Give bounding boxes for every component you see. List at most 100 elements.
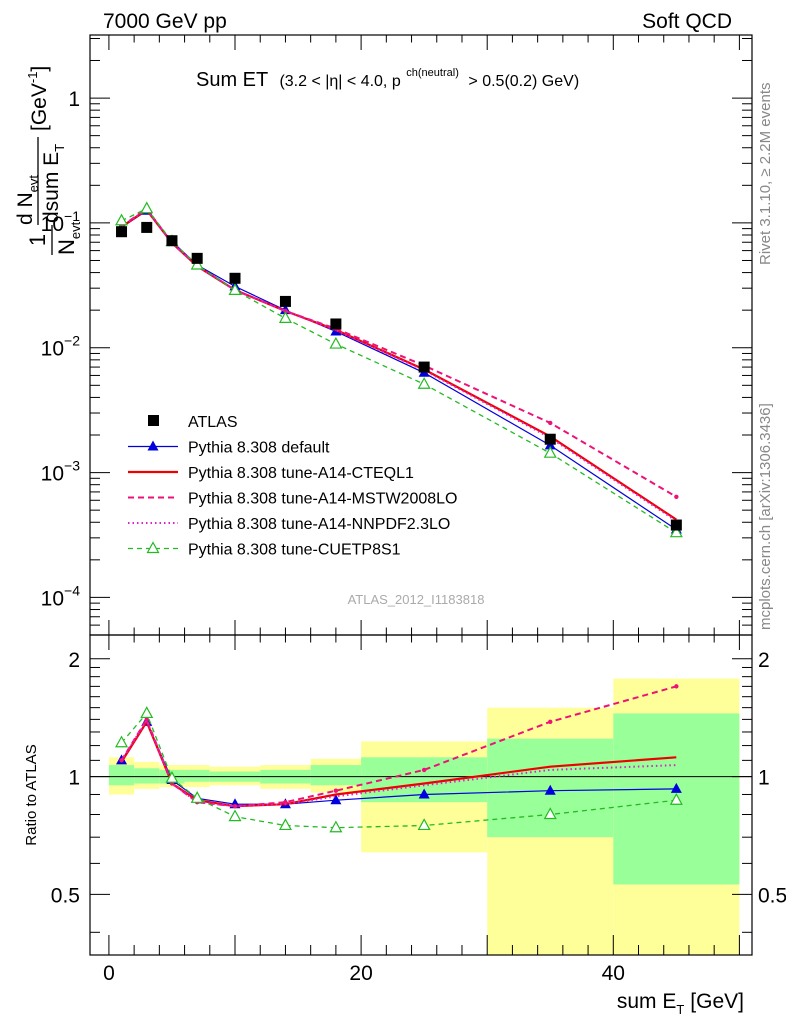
series-line-cuetp8s1-ratio <box>121 712 677 829</box>
marker-cuetp8s1-main <box>417 377 431 389</box>
ratio-frame <box>89 634 753 956</box>
marker-cuetp8s1-ratio <box>165 771 179 783</box>
x-tick-label: 20 <box>349 962 372 985</box>
data-point <box>191 252 203 264</box>
marker-mstw-ratio <box>333 788 339 793</box>
marker-cuetp8s1-main <box>228 283 242 295</box>
y-tick-label: 10−1 <box>41 208 81 236</box>
legend-label: Pythia 8.308 tune-CUETP8S1 <box>188 542 401 559</box>
legend-marker-cuetp8s1 <box>146 541 160 554</box>
data-point <box>141 221 153 233</box>
marker-cuetp8s1-main <box>543 445 557 458</box>
ratio-series <box>115 684 683 833</box>
main-data-points <box>116 221 682 531</box>
ratio-ticks: 0 20 40 0.5 0.5 1 1 2 2 <box>51 635 786 985</box>
y-tick-label: 10−4 <box>41 582 81 610</box>
legend-marker-data <box>148 415 159 426</box>
series-line-nnpdf-main <box>120 208 677 522</box>
marker-default-ratio <box>330 794 342 805</box>
main-ylabel: 1 Nevt d Nevt dsum ET [GeV-1] <box>14 66 83 255</box>
data-point <box>330 318 342 330</box>
marker-mstw-ratio <box>232 804 238 809</box>
header-left: 7000 GeV pp <box>103 10 227 33</box>
ylabel-one: 1 <box>25 234 50 246</box>
data-point <box>116 226 128 238</box>
y-tick-label: 1 <box>68 88 80 111</box>
main-ticks: 1 10−1 10−2 10−3 10−4 <box>41 35 752 636</box>
marker-mstw-ratio <box>144 717 149 722</box>
marker-cuetp8s1-main <box>140 201 154 214</box>
data-point <box>670 519 682 531</box>
marker-mstw-ratio <box>674 684 679 689</box>
marker-cuetp8s1-ratio <box>329 820 343 833</box>
header-right: Soft QCD <box>642 10 732 33</box>
legend-label: Pythia 8.308 tune-A14-CTEQL1 <box>188 465 414 482</box>
data-point <box>229 272 241 284</box>
marker-cuetp8s1-ratio <box>140 706 154 719</box>
title-cut-b: > 0.5(0.2) GeV) <box>468 73 579 90</box>
marker-cuetp8s1-ratio <box>228 809 242 822</box>
x-tick-label: 0 <box>103 962 115 985</box>
marker-cuetp8s1-main <box>190 257 204 270</box>
band-inner <box>108 765 135 786</box>
title-main: Sum ET <box>196 69 268 91</box>
data-point <box>279 295 291 307</box>
legend: ATLAS Pythia 8.308 default Pythia 8.308 tu… <box>128 414 457 559</box>
main-panel: 110−110−210−310−4 ATLAS_2012_I1183818 Su… <box>14 34 753 636</box>
band-inner <box>184 769 210 782</box>
marker-mstw-main <box>674 494 679 499</box>
y-tick-label: 10−2 <box>41 333 81 361</box>
ratio-y-label-right: 1 <box>758 767 770 790</box>
ylabel-unit: [GeV-1] <box>25 66 51 131</box>
ylabel-n: Nevt <box>54 221 83 255</box>
y-tick-label: 10−3 <box>41 458 81 486</box>
marker-cuetp8s1-main <box>115 213 129 226</box>
legend-label: ATLAS <box>188 414 238 431</box>
ratio-y-label-right: 2 <box>758 649 770 672</box>
watermark: ATLAS_2012_I1183818 <box>348 592 485 607</box>
marker-cuetp8s1-ratio <box>115 735 129 748</box>
chart-title: Sum ET (3.2 < |η| < 4.0, p ch(neutral) >… <box>196 59 579 91</box>
series-line-nnpdf-ratio <box>120 718 677 808</box>
data-point <box>418 361 430 373</box>
data-point <box>544 433 556 445</box>
ratio-y-label-left: 0.5 <box>51 884 80 907</box>
marker-cuetp8s1-main <box>329 336 343 349</box>
marker-mstw-ratio <box>283 800 288 805</box>
marker-mstw-ratio <box>548 719 553 725</box>
marker-default-ratio <box>418 788 430 799</box>
ratio-bands <box>108 678 740 955</box>
series-line-mstw-ratio <box>120 685 677 808</box>
legend-label: Pythia 8.308 tune-A14-MSTW2008LO <box>188 491 457 508</box>
main-series <box>115 201 683 538</box>
marker-cuetp8s1-ratio <box>543 807 557 820</box>
ratio-y-label-right: 0.5 <box>758 884 786 907</box>
series-line-cuetp8s1-main <box>121 207 677 534</box>
ylabel-dn: d Nevt <box>14 175 41 225</box>
marker-cuetp8s1-ratio <box>190 791 204 803</box>
legend-label: Pythia 8.308 default <box>188 440 330 457</box>
marker-default-ratio <box>544 784 556 795</box>
legend-marker-default <box>147 440 159 451</box>
legend-label: Pythia 8.308 tune-A14-NNPDF2.3LO <box>188 516 450 533</box>
title-cut-a: (3.2 < |η| < 4.0, p <box>279 73 400 90</box>
marker-cuetp8s1-ratio <box>278 818 292 831</box>
ratio-y-label-left: 1 <box>68 767 80 790</box>
x-tick-label: 40 <box>602 962 625 985</box>
band-inner <box>310 765 362 786</box>
rivet-label: Rivet 3.1.10, ≥ 2.2M events <box>757 83 774 266</box>
ylabel-dsum: dsum ET <box>40 144 67 223</box>
band-inner <box>134 768 160 784</box>
marker-default-ratio <box>670 782 682 793</box>
ratio-y-label-left: 2 <box>68 649 80 672</box>
ratio-ylabel: Ratio to ATLAS <box>23 744 40 845</box>
marker-mstw-ratio <box>421 767 427 773</box>
marker-cuetp8s1-ratio <box>669 792 683 805</box>
marker-cuetp8s1-main <box>278 311 292 323</box>
data-point <box>166 235 178 247</box>
marker-mstw-main <box>548 420 553 426</box>
mcplots-label: mcplots.cern.ch [arXiv:1306.3436] <box>757 403 774 630</box>
ratio-panel: 0 20 40 0.5 0.5 1 1 2 2 Ratio to ATLAS sum ET [Ge… <box>23 634 786 1017</box>
xlabel: sum ET [GeV] <box>617 990 744 1017</box>
